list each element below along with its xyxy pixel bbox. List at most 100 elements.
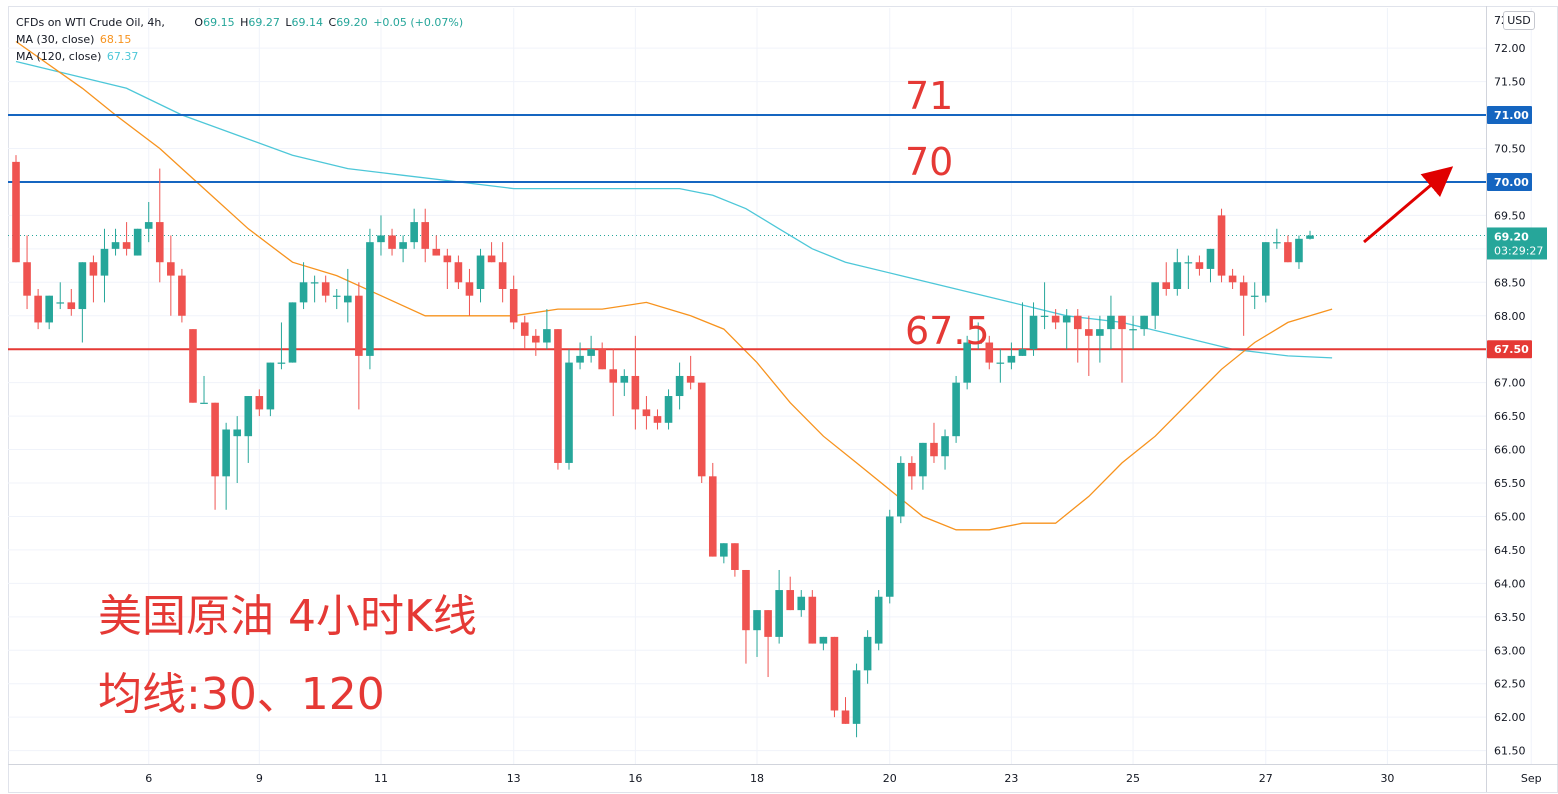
candle-body xyxy=(1173,262,1182,289)
candle xyxy=(200,375,208,404)
candle-body xyxy=(819,636,828,644)
level-badge: 71.00 xyxy=(1487,106,1532,125)
candle-body xyxy=(222,429,230,477)
candle xyxy=(244,396,253,463)
annotation-level-70: 70 xyxy=(905,140,954,184)
candle-body xyxy=(631,375,640,410)
candle-body xyxy=(775,590,783,637)
candle xyxy=(1162,262,1171,296)
legend-open-label: O xyxy=(194,16,204,29)
candle xyxy=(786,576,794,611)
candle-body xyxy=(708,476,717,557)
candle xyxy=(664,389,673,430)
candle-body xyxy=(255,396,264,410)
candle-body xyxy=(554,329,562,463)
last-price-label: 69.20 xyxy=(1494,230,1529,243)
currency-badge[interactable]: USD xyxy=(1503,11,1535,30)
candle xyxy=(885,509,894,604)
candle xyxy=(1217,208,1226,283)
candle-body xyxy=(443,255,452,263)
price-tick-label: 61.50 xyxy=(1494,745,1526,758)
candle-body xyxy=(45,295,53,323)
ma30-line xyxy=(15,40,1333,531)
candle-body xyxy=(930,442,938,457)
candle xyxy=(863,630,872,684)
candle-body xyxy=(1239,282,1248,296)
candle-body xyxy=(786,590,794,611)
candle xyxy=(908,456,916,490)
candle-body xyxy=(653,416,662,423)
candle xyxy=(233,416,241,484)
price-tick-label: 64.50 xyxy=(1494,544,1526,557)
candle xyxy=(1239,275,1248,336)
candle xyxy=(631,335,640,430)
candle xyxy=(830,636,839,718)
legend-ma30-value: 68.15 xyxy=(99,33,132,46)
candle xyxy=(211,402,219,510)
level-badge-label: 70.00 xyxy=(1494,176,1529,189)
candle-body xyxy=(377,235,385,243)
candle xyxy=(355,282,363,410)
candle-body xyxy=(532,335,540,343)
candle-body xyxy=(731,543,739,570)
candle-body xyxy=(1162,282,1171,289)
candle-body xyxy=(1029,315,1038,350)
candle xyxy=(543,309,551,350)
candle-body xyxy=(1085,329,1093,336)
candle xyxy=(410,208,418,249)
time-tick-label: 20 xyxy=(883,772,897,785)
legend-ohlc-row: CFDs on WTI Crude Oil, 4h, O69.15 H69.27… xyxy=(16,14,463,31)
candle xyxy=(167,235,175,316)
candle-body xyxy=(863,636,872,671)
candle xyxy=(377,215,385,256)
candle xyxy=(432,235,441,256)
annotation-level-675: 67.5 xyxy=(905,309,990,353)
candle xyxy=(731,543,739,577)
candle-body xyxy=(985,342,994,363)
candle-body xyxy=(344,295,352,303)
time-tick-label: 25 xyxy=(1126,772,1140,785)
time-tick-label: 30 xyxy=(1380,772,1394,785)
candle-body xyxy=(885,516,894,597)
candle-body xyxy=(675,375,684,397)
price-tick-label: 69.50 xyxy=(1494,209,1526,222)
candle-body xyxy=(1062,315,1071,323)
candle-body xyxy=(520,322,529,336)
candle xyxy=(476,248,485,303)
chart-legend: CFDs on WTI Crude Oil, 4h, O69.15 H69.27… xyxy=(16,14,463,65)
candle xyxy=(598,342,606,370)
candle-body xyxy=(211,402,219,477)
candle xyxy=(1140,315,1148,336)
candle-body xyxy=(852,670,861,724)
candle xyxy=(1250,282,1259,310)
candle-body xyxy=(476,255,485,289)
candle xyxy=(100,228,109,303)
candle xyxy=(34,288,42,330)
level-badge-label: 71.00 xyxy=(1494,109,1529,122)
candles xyxy=(12,155,1314,738)
candle xyxy=(1151,282,1159,330)
level-badge-bg xyxy=(1487,172,1532,191)
candle xyxy=(620,369,629,397)
candle xyxy=(985,335,994,370)
candle xyxy=(487,242,496,263)
price-tick-label: 71.50 xyxy=(1494,76,1526,89)
candle-body xyxy=(598,349,606,370)
time-tick-label: 6 xyxy=(145,772,152,785)
candle xyxy=(554,329,562,470)
candle-body xyxy=(321,282,330,296)
candle-body xyxy=(963,342,971,383)
price-tick-label: 63.50 xyxy=(1494,611,1526,624)
time-tick-label: Sep xyxy=(1521,772,1542,785)
candle xyxy=(897,456,905,524)
time-tick-label: 13 xyxy=(507,772,521,785)
legend-high-label: H xyxy=(240,16,249,29)
candle-body xyxy=(919,442,927,477)
candle-body xyxy=(720,543,728,557)
candle-body xyxy=(1306,235,1314,239)
candle xyxy=(189,329,197,403)
candle xyxy=(996,349,1005,383)
candle-body xyxy=(897,462,905,517)
